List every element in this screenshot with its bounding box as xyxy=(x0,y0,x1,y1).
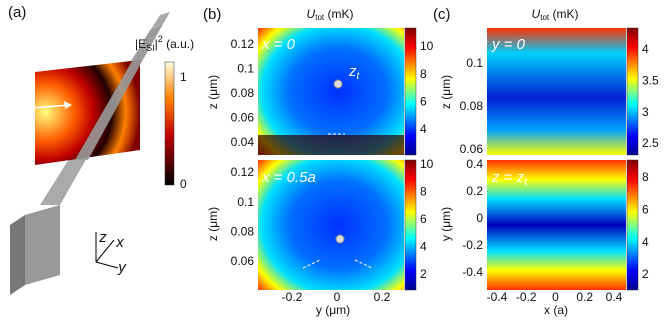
colorbar-tick-label: 2.5 xyxy=(642,136,659,150)
colorbar-title: |ESI|2 (a.u.) xyxy=(135,34,194,53)
axis-label: x xyxy=(115,234,124,251)
colorbar-tick-label: 6 xyxy=(642,203,649,217)
dashed-mark xyxy=(302,259,321,269)
y-tick-label: -0.4 xyxy=(462,265,483,279)
colorbar-tick-label: 8 xyxy=(420,185,427,199)
field-plane xyxy=(35,60,140,165)
y-tick-label: 0.12 xyxy=(231,37,255,51)
y-axis-label: z (μm) xyxy=(206,75,220,109)
y-tick-label: 0.1 xyxy=(237,195,254,209)
y-tick-label: 0 xyxy=(476,211,483,225)
colorbar-tick-label: 6 xyxy=(420,95,427,109)
x-tick-label: -0.2 xyxy=(516,290,537,304)
arrow-head xyxy=(64,101,72,109)
colorbar-tick-label: 4 xyxy=(420,122,427,136)
x-tick-label: 0.2 xyxy=(374,290,391,304)
y-tick-label: 0.12 xyxy=(231,165,255,179)
panel-label: (b) xyxy=(203,6,221,23)
colorbar-tick-label: 4 xyxy=(420,240,427,254)
colorbar-tick-label: 3 xyxy=(642,105,649,119)
colorbar-tick-label: 0 xyxy=(180,177,187,191)
x-tick-label: 0 xyxy=(552,290,559,304)
trap-point xyxy=(333,79,343,89)
waveguide xyxy=(10,215,25,295)
y-tick-label: 0.04 xyxy=(231,135,255,149)
colorbar-tick-label: 3.5 xyxy=(642,74,659,88)
axis-label: y xyxy=(117,259,127,276)
annotation: y = 0 xyxy=(491,36,526,53)
panel-label: (a) xyxy=(8,4,26,21)
axis-label: z xyxy=(98,229,107,246)
y-tick-label: 0.08 xyxy=(231,86,255,100)
y-axis-label: y (μm) xyxy=(439,207,453,241)
y-tick-label: 0.1 xyxy=(237,62,254,76)
y-tick-label: 0.06 xyxy=(460,142,484,156)
point-label: zt xyxy=(348,63,361,82)
annotation: x = 0 xyxy=(261,36,296,53)
y-tick-label: 0.2 xyxy=(466,184,483,198)
trap-point xyxy=(335,234,345,244)
y-tick-label: 0.06 xyxy=(231,254,255,268)
x-tick-label: 0.4 xyxy=(606,290,623,304)
panel-title: Utot (mK) xyxy=(532,7,579,22)
y-axis-label: z (μm) xyxy=(439,75,453,109)
heatmap xyxy=(487,28,626,155)
heatmap xyxy=(487,160,626,290)
panel-title: Utot (mK) xyxy=(307,7,354,22)
y-tick-label: 0.08 xyxy=(460,99,484,113)
y-tick-label: 0.08 xyxy=(231,225,255,239)
x-tick-label: 0.2 xyxy=(576,290,593,304)
colorbar-tick-label: 1 xyxy=(180,70,187,84)
y-axis-label: z (μm) xyxy=(206,207,220,241)
heatmap-structure xyxy=(258,135,404,155)
arrow xyxy=(4,104,71,111)
waveguide-teeth xyxy=(75,25,162,160)
annotation: z = zt xyxy=(491,169,528,188)
axis-arrow xyxy=(95,261,119,269)
colorbar-tick-label: 2 xyxy=(420,267,427,281)
heatmap xyxy=(258,160,404,290)
x-tick-label: -0.4 xyxy=(487,290,508,304)
y-tick-label: 0.06 xyxy=(231,111,255,125)
colorbar xyxy=(626,159,639,291)
colorbar-tick-label: 8 xyxy=(642,170,649,184)
colorbar-tick-label: 6 xyxy=(420,212,427,226)
x-tick-label: 0 xyxy=(334,290,341,304)
panel-label: (c) xyxy=(433,6,451,23)
colorbar xyxy=(404,159,417,291)
colorbar-tick-label: 4 xyxy=(642,42,649,56)
x-axis-label: x (a) xyxy=(544,303,568,317)
annotation: x = 0.5a xyxy=(261,169,316,186)
colorbar-tick-label: 10 xyxy=(420,157,434,171)
x-axis-label: y (μm) xyxy=(316,303,350,317)
y-tick-label: 0.1 xyxy=(466,56,483,70)
colorbar-tick-label: 2 xyxy=(642,267,649,281)
y-tick-label: -0.2 xyxy=(462,238,483,252)
axis-arrow xyxy=(95,239,115,263)
x-tick-label: -0.2 xyxy=(282,290,303,304)
dashed-mark xyxy=(354,259,373,269)
colorbar-tick-label: 4 xyxy=(642,235,649,249)
y-tick-label: 0.4 xyxy=(466,157,483,171)
colorbar xyxy=(164,61,175,186)
waveguide xyxy=(25,205,60,285)
colorbar-tick-label: 10 xyxy=(420,39,434,53)
colorbar xyxy=(626,27,639,156)
colorbar xyxy=(404,27,417,156)
colorbar-tick-label: 8 xyxy=(420,67,427,81)
